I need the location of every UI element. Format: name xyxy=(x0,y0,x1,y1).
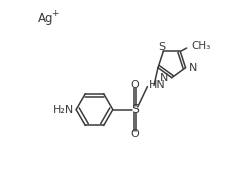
Text: O: O xyxy=(131,129,139,139)
Text: +: + xyxy=(51,9,58,18)
Text: H₂N: H₂N xyxy=(53,105,74,115)
Text: S: S xyxy=(159,42,166,52)
Text: CH₃: CH₃ xyxy=(191,41,210,51)
Text: O: O xyxy=(131,80,139,90)
Text: N: N xyxy=(160,73,168,83)
Text: S: S xyxy=(131,103,139,116)
Text: HN: HN xyxy=(148,80,165,90)
Text: N: N xyxy=(189,63,197,73)
Text: Ag: Ag xyxy=(37,12,53,25)
